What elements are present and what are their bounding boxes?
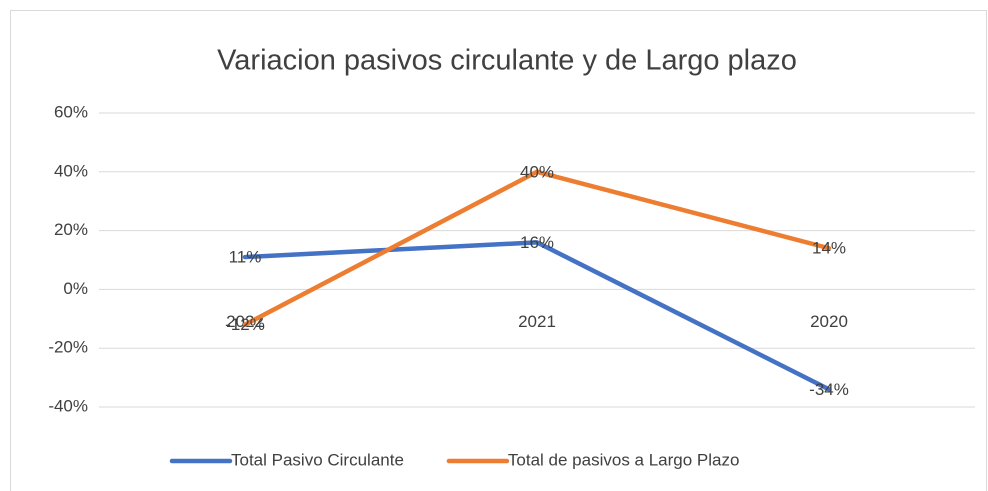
data-label: -34% (809, 380, 849, 399)
legend-label: Total Pasivo Circulante (231, 450, 404, 469)
x-tick-label: 2022 (226, 312, 264, 331)
y-tick-label: 0% (63, 279, 88, 298)
y-tick-label: -40% (48, 396, 88, 415)
data-label: -12% (225, 315, 265, 334)
series-line (242, 240, 832, 392)
y-tick-label: 60% (54, 102, 88, 121)
x-tick-label: 2021 (518, 312, 556, 331)
data-label: 14% (812, 239, 846, 258)
chart-border (10, 10, 987, 491)
data-label: 11% (229, 248, 262, 267)
data-label: 40% (520, 162, 554, 181)
series-line (242, 169, 832, 327)
legend-label: Total de pasivos a Largo Plazo (508, 450, 740, 469)
y-tick-label: 20% (54, 220, 88, 239)
y-tick-label: -20% (48, 338, 88, 357)
chart-title: Variacion pasivos circulante y de Largo … (217, 45, 797, 77)
data-label: 16% (520, 233, 554, 252)
x-tick-label: 2020 (810, 312, 848, 331)
y-tick-label: 40% (54, 161, 88, 180)
